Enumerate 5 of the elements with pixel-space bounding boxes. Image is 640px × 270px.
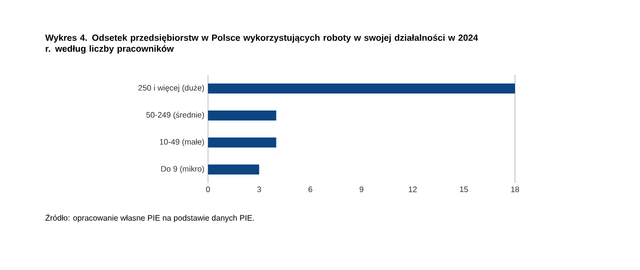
bar — [208, 84, 516, 94]
chart-title: Wykres 4. Odsetek przedsiębiorstw w Polsce wykorzystujących roboty w swojej działalności w 2024 r. według liczby pracowników — [45, 34, 478, 54]
bar — [208, 110, 276, 120]
bar — [208, 138, 276, 148]
bar — [208, 164, 260, 174]
